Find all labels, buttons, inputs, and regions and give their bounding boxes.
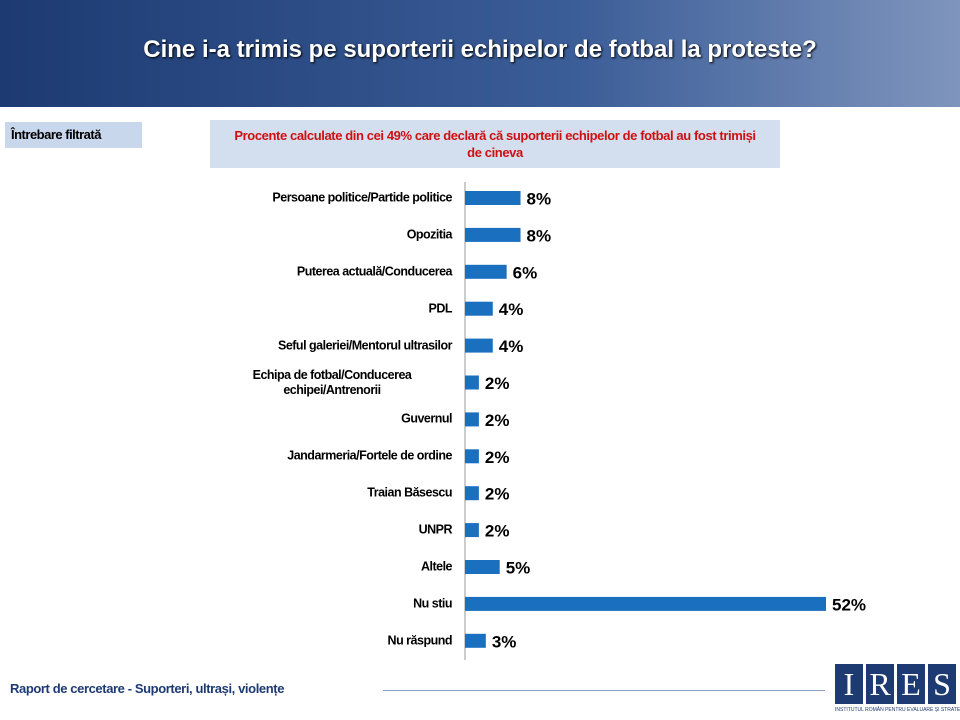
bar [465,227,521,242]
value-label: 8% [527,226,552,245]
bar [465,191,521,205]
category-label: Altele [420,559,453,574]
bar [465,264,507,279]
bar [465,596,826,611]
bar [465,486,479,501]
value-label: 52% [832,595,866,614]
filter-tag: Întrebare filtrată [5,122,142,148]
bar [465,560,500,574]
note: Procente calculate din cei 49% care decl… [210,120,780,168]
bar [465,301,493,316]
bar [465,375,479,390]
bar [465,412,479,427]
value-label: 4% [499,337,524,356]
value-label: 4% [499,300,524,319]
bar [465,338,493,353]
value-label: 8% [527,189,552,208]
category-label: Persoane politice/Partide politice [272,190,452,205]
value-label: 3% [492,632,517,651]
value-label: 2% [485,485,510,504]
category-label: Guvernul [401,411,452,426]
footer-line [383,690,825,691]
title: Cine i-a trimis pe suporterii echipelor … [143,36,817,63]
category-label: Opozitia [406,227,453,242]
value-label: 2% [485,374,510,393]
value-label: 2% [485,448,510,467]
logo-letter: S [928,664,956,704]
bar [465,449,479,464]
logo-letter: I [835,664,863,704]
logo-letter: R [866,664,894,704]
category-label: Seful galeriei/Mentorul ultrasilor [277,338,453,353]
category-label: Jandarmeria/Fortele de ordine [287,448,452,463]
bar [465,633,486,648]
footer-text: Raport de cercetare - Suporteri, ultrași… [10,681,285,696]
value-label: 5% [506,558,531,577]
value-label: 2% [485,411,510,430]
category-label: PDL [428,301,453,316]
category-label: Puterea actuală/Conducerea [296,264,453,279]
header-banner [0,0,960,107]
category-label: Nu răspund [387,633,453,648]
category-label: Nu stiu [413,596,452,611]
logo-letter: E [897,664,925,704]
value-label: 6% [513,263,538,282]
category-label: UNPR [418,522,453,537]
value-label: 2% [485,522,510,541]
logo-subtitle: INSTITUTUL ROMÂN PENTRU EVALUARE ȘI STRA… [835,707,960,713]
bar [465,523,479,538]
category-label: Echipa de fotbal/Conducerea echipei/Antr… [252,367,412,397]
category-label: Traian Băsescu [367,485,452,500]
